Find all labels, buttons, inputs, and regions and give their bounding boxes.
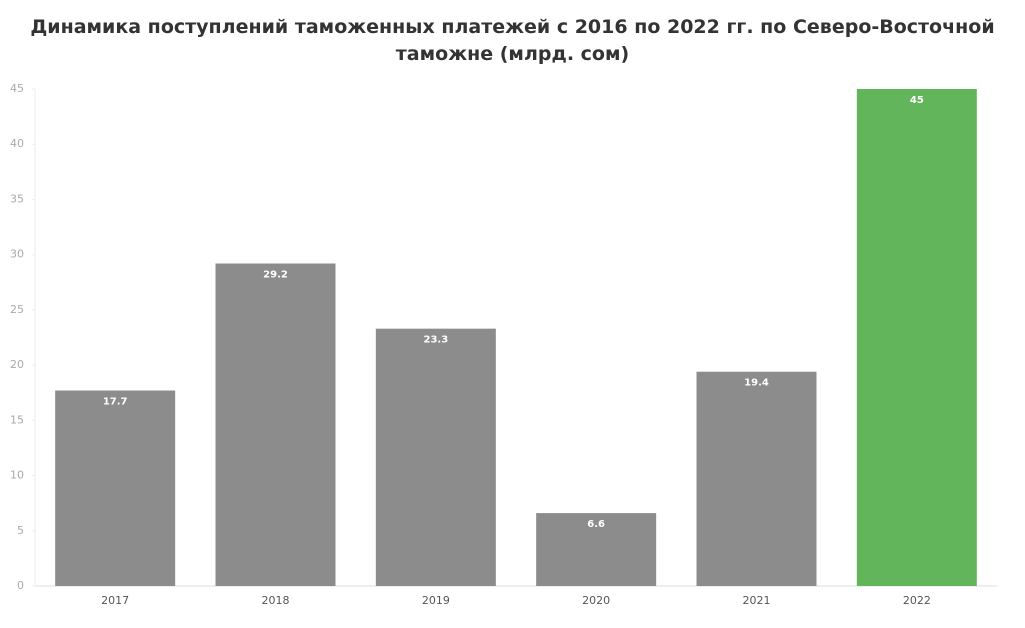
x-tick-label: 2017 <box>101 594 129 607</box>
x-tick-label: 2018 <box>262 594 290 607</box>
bar <box>375 328 496 586</box>
bar <box>696 371 817 586</box>
x-tick-label: 2022 <box>903 594 931 607</box>
chart-title: Динамика поступлений таможенных платежей… <box>30 16 995 65</box>
y-tick-label: 0 <box>17 579 24 592</box>
x-tick-label: 2019 <box>422 594 450 607</box>
x-tick-label: 2021 <box>743 594 771 607</box>
y-tick-label: 15 <box>10 413 24 426</box>
value-label: 23.3 <box>423 335 448 346</box>
y-tick-label: 5 <box>17 524 24 537</box>
value-label: 45 <box>910 95 924 106</box>
y-tick-label: 35 <box>10 192 24 205</box>
x-tick-label: 2020 <box>582 594 610 607</box>
y-tick-label: 45 <box>10 82 24 95</box>
y-tick-label: 25 <box>10 303 24 316</box>
value-label: 29.2 <box>263 270 288 281</box>
value-label: 6.6 <box>587 519 605 530</box>
y-tick-label: 20 <box>10 358 24 371</box>
bar <box>215 263 336 586</box>
y-tick-label: 30 <box>10 248 24 261</box>
bar <box>856 89 977 586</box>
bar <box>55 390 176 586</box>
bar <box>536 513 657 586</box>
y-tick-label: 10 <box>10 469 24 482</box>
value-label: 19.4 <box>744 378 769 389</box>
value-label: 17.7 <box>103 397 128 408</box>
y-tick-label: 40 <box>10 137 24 150</box>
